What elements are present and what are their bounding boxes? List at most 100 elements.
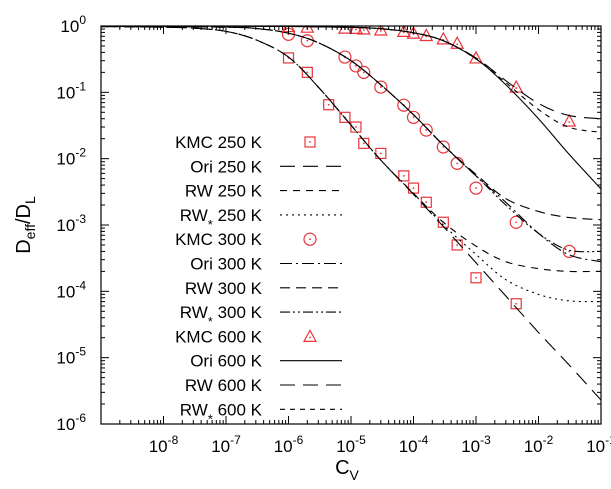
x-tick-base: 10 bbox=[211, 437, 230, 456]
x-tick-label: 10-5 bbox=[336, 433, 366, 456]
series-9 bbox=[101, 26, 601, 190]
x-tick-base: 10 bbox=[336, 437, 355, 456]
legend-label-rest: 250 K bbox=[213, 206, 263, 225]
x-tick-label: 10-2 bbox=[524, 433, 554, 456]
legend-label: RW* 300 K bbox=[180, 303, 263, 329]
data-point bbox=[374, 80, 388, 94]
x-tick-label: 10-4 bbox=[399, 433, 429, 456]
x-tick-base: 10 bbox=[461, 437, 480, 456]
data-point bbox=[509, 215, 523, 229]
y-tick-base: 10 bbox=[56, 282, 75, 301]
x-tick-exp: -6 bbox=[293, 433, 304, 447]
legend-item: RW 250 K bbox=[185, 182, 342, 201]
legend-item: KMC 250 K bbox=[175, 133, 316, 152]
y-tick-base: 10 bbox=[60, 17, 79, 36]
series-7 bbox=[101, 26, 601, 253]
y-tick-exp: -5 bbox=[75, 345, 86, 359]
legend-label: KMC 250 K bbox=[175, 133, 263, 152]
x-tick-base: 10 bbox=[399, 437, 418, 456]
x-tick-label: 10-7 bbox=[211, 433, 241, 456]
legend-item: RW* 600 K bbox=[180, 400, 342, 426]
x-axis-title-sub: V bbox=[350, 467, 360, 483]
legend-marker bbox=[303, 232, 317, 246]
data-point bbox=[356, 26, 371, 35]
y-axis-title: Deff/DL bbox=[13, 196, 38, 254]
data-point bbox=[450, 35, 465, 49]
legend-label-rest: 300 K bbox=[213, 303, 263, 322]
y-tick-base: 10 bbox=[56, 415, 75, 434]
x-tick-label: 10-3 bbox=[461, 433, 491, 456]
x-tick-label: 10-6 bbox=[274, 433, 304, 456]
legend-label-main: RW bbox=[180, 400, 208, 419]
legend-label-star: * bbox=[208, 411, 213, 426]
data-point bbox=[470, 272, 482, 284]
y-tick-exp: -1 bbox=[75, 79, 86, 93]
legend-label: RW 300 K bbox=[185, 279, 263, 298]
series-0 bbox=[282, 52, 522, 310]
y-tick-exp: -3 bbox=[75, 212, 86, 226]
x-tick-base: 10 bbox=[274, 437, 293, 456]
data-point bbox=[349, 59, 363, 73]
legend-label: KMC 300 K bbox=[175, 230, 263, 249]
y-tick-exp: -4 bbox=[75, 278, 86, 292]
y-tick-label: 10-5 bbox=[56, 345, 86, 368]
y-tick-label: 10-6 bbox=[56, 411, 86, 434]
x-tick-base: 10 bbox=[524, 437, 543, 456]
series-line bbox=[101, 26, 601, 133]
x-axis-title: CV bbox=[335, 457, 359, 483]
data-point bbox=[375, 147, 387, 160]
x-tick-label: 10-1 bbox=[586, 433, 611, 456]
legend-label-rest: 600 K bbox=[213, 400, 263, 419]
data-point bbox=[301, 66, 313, 78]
data-point bbox=[323, 99, 335, 111]
legend-item: KMC 300 K bbox=[175, 230, 317, 249]
series-3 bbox=[101, 26, 601, 303]
legend-item: KMC 600 K bbox=[175, 327, 318, 346]
y-tick-base: 10 bbox=[56, 349, 75, 368]
legend-item: RW* 300 K bbox=[180, 303, 342, 329]
x-axis-title-base: C bbox=[335, 457, 349, 479]
y-tick-base: 10 bbox=[56, 83, 75, 102]
y-axis-title-slash: / bbox=[13, 218, 35, 224]
x-tick-exp: -7 bbox=[230, 433, 241, 447]
y-tick-label: 100 bbox=[60, 13, 86, 36]
data-point bbox=[451, 239, 463, 251]
axis-ticks bbox=[101, 25, 602, 425]
series-line bbox=[101, 26, 601, 303]
x-tick-base: 10 bbox=[149, 437, 168, 456]
x-tick-exp: -1 bbox=[605, 433, 611, 447]
y-tick-label: 10-1 bbox=[56, 79, 86, 102]
legend-label: RW* 600 K bbox=[180, 400, 263, 426]
y-tick-label: 10-4 bbox=[56, 278, 86, 301]
series-line bbox=[101, 26, 601, 253]
data-point bbox=[358, 137, 370, 149]
data-point bbox=[406, 110, 421, 124]
y-tick-base: 10 bbox=[56, 150, 75, 169]
data-point bbox=[407, 182, 420, 194]
series-4 bbox=[281, 27, 576, 258]
series-11 bbox=[101, 26, 601, 133]
legend-item: RW 600 K bbox=[185, 376, 342, 395]
y-axis-title-num-sub: eff bbox=[22, 224, 38, 239]
y-tick-label: 10-3 bbox=[56, 212, 86, 235]
y-axis-title-den: D bbox=[13, 204, 35, 218]
plot-frame bbox=[100, 25, 602, 425]
data-point bbox=[436, 140, 450, 154]
y-tick-exp: 0 bbox=[79, 13, 86, 27]
x-tick-exp: -3 bbox=[480, 433, 491, 447]
legend-label: RW 600 K bbox=[185, 376, 263, 395]
data-point bbox=[357, 65, 371, 79]
x-tick-exp: -5 bbox=[355, 433, 366, 447]
legend-label-star: * bbox=[208, 217, 213, 232]
y-axis-title-num: D bbox=[13, 239, 35, 253]
y-tick-base: 10 bbox=[56, 216, 75, 235]
legend-label: Ori 250 K bbox=[190, 157, 262, 176]
y-tick-label: 10-2 bbox=[56, 146, 86, 169]
series-line bbox=[101, 26, 601, 401]
series-line bbox=[101, 26, 601, 190]
legend-label: RW* 250 K bbox=[180, 206, 263, 232]
legend-item: RW* 250 K bbox=[180, 206, 342, 232]
